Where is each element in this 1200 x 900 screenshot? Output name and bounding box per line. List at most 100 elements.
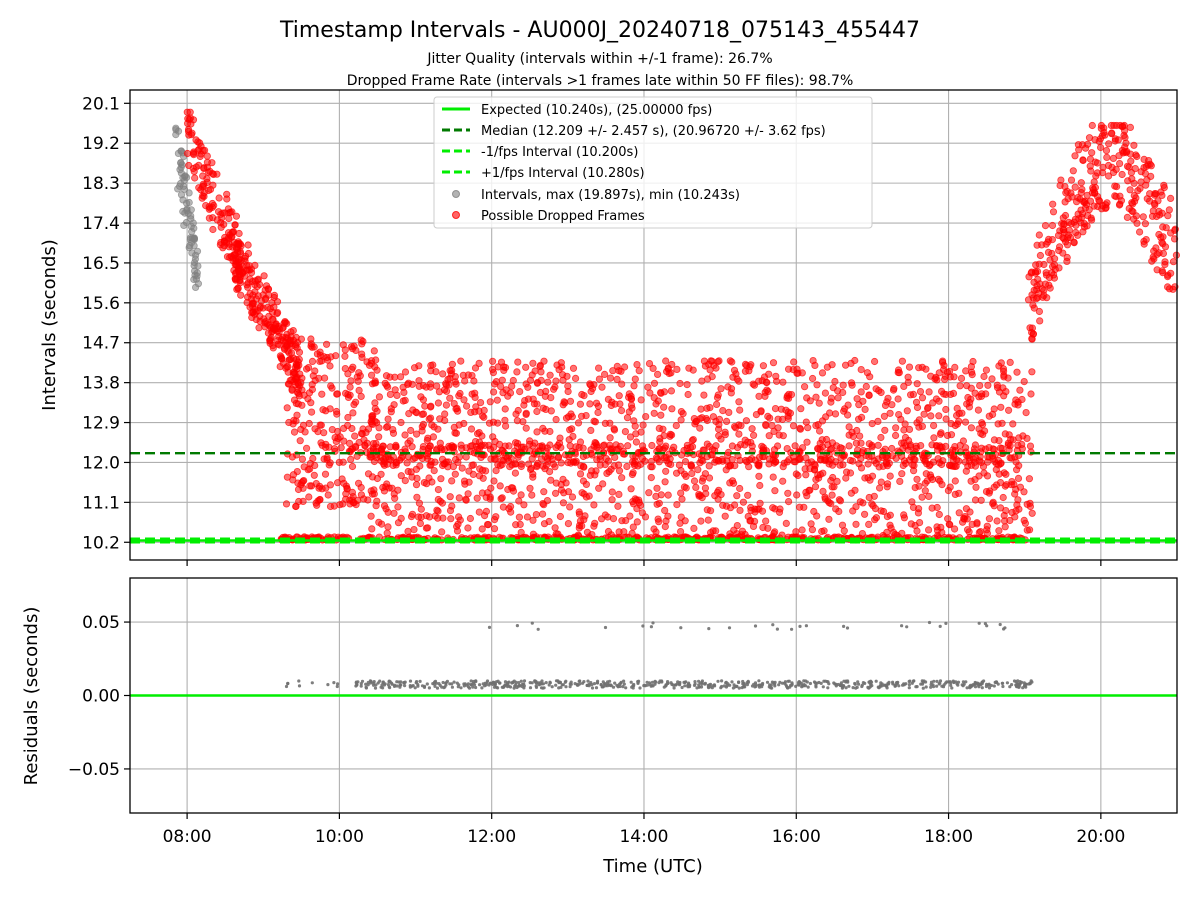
interval-point	[726, 357, 734, 365]
interval-point	[283, 404, 291, 412]
intervals-y-axis-label: Intervals (seconds)	[39, 239, 60, 411]
interval-point	[384, 415, 392, 423]
interval-point	[625, 408, 633, 416]
interval-point	[1043, 294, 1051, 302]
interval-point	[875, 484, 884, 492]
interval-point	[1130, 141, 1138, 149]
interval-point	[358, 340, 366, 348]
interval-point	[415, 499, 423, 507]
interval-point	[913, 380, 921, 388]
interval-point	[538, 510, 547, 518]
interval-point	[344, 370, 352, 378]
residual-point	[727, 626, 732, 630]
residual-point	[672, 686, 676, 690]
interval-point	[975, 425, 983, 433]
interval-point	[578, 522, 586, 530]
residual-point	[804, 679, 808, 683]
interval-point	[445, 381, 453, 389]
residual-point	[914, 685, 918, 689]
interval-point	[683, 444, 691, 453]
interval-point	[361, 442, 369, 450]
interval-point	[576, 470, 585, 478]
interval-point	[255, 324, 263, 332]
interval-point	[542, 387, 550, 395]
residual-point	[857, 682, 861, 686]
interval-point	[496, 461, 504, 470]
residual-point	[935, 684, 939, 688]
residual-point	[770, 686, 774, 690]
residual-point	[978, 682, 982, 686]
interval-point	[595, 375, 604, 383]
interval-point	[969, 357, 977, 366]
interval-point	[1027, 269, 1035, 277]
interval-point	[408, 473, 416, 481]
interval-point	[483, 520, 492, 529]
interval-point	[581, 512, 589, 520]
interval-point	[1083, 191, 1091, 199]
interval-point	[288, 376, 296, 384]
interval-point	[659, 446, 667, 454]
interval-point	[606, 441, 614, 449]
interval-point	[357, 491, 365, 499]
interval-point	[544, 378, 552, 386]
interval-point	[828, 491, 836, 499]
interval-point	[881, 401, 890, 409]
interval-point	[556, 512, 565, 521]
interval-point	[460, 396, 468, 404]
interval-point	[818, 436, 826, 444]
residual-point	[854, 686, 858, 690]
interval-point	[386, 373, 394, 381]
interval-point	[1000, 517, 1009, 525]
interval-point	[993, 384, 1002, 392]
interval-point	[762, 517, 770, 525]
interval-point	[820, 527, 828, 535]
interval-point	[298, 455, 306, 463]
residual-point	[462, 682, 466, 686]
interval-point	[947, 419, 955, 428]
interval-point	[1059, 249, 1067, 257]
interval-point	[229, 228, 237, 236]
interval-point	[292, 502, 300, 511]
interval-point	[394, 503, 402, 511]
interval-point	[1111, 192, 1119, 200]
interval-point	[452, 429, 460, 437]
interval-point	[300, 463, 308, 471]
interval-point	[648, 441, 656, 450]
interval-point	[206, 185, 215, 193]
interval-point	[631, 422, 639, 430]
interval-point	[489, 433, 497, 441]
residual-point	[938, 681, 942, 685]
interval-point	[749, 522, 758, 531]
interval-point	[441, 410, 449, 418]
interval-point	[914, 505, 923, 513]
interval-point	[404, 467, 412, 476]
interval-point	[529, 442, 537, 450]
interval-point	[408, 443, 416, 451]
residual-point	[948, 680, 952, 684]
residual-point	[950, 686, 954, 690]
residual-point	[897, 684, 901, 688]
interval-point	[857, 388, 865, 396]
interval-point	[322, 340, 331, 348]
interval-point	[1050, 271, 1058, 279]
interval-point	[666, 455, 674, 463]
interval-point	[234, 285, 242, 293]
interval-point	[311, 367, 319, 375]
interval-point	[363, 358, 371, 366]
interval-point	[604, 527, 613, 536]
residual-point	[554, 683, 558, 687]
interval-point	[217, 238, 225, 247]
interval-point	[790, 358, 798, 366]
interval-point	[984, 381, 992, 389]
interval-point	[870, 492, 878, 500]
interval-point	[539, 462, 547, 470]
y-tick-label: 0.05	[82, 613, 120, 633]
interval-point	[1063, 257, 1071, 265]
interval-point	[339, 500, 347, 508]
interval-point	[929, 421, 938, 430]
interval-point	[1048, 221, 1057, 230]
interval-point	[1026, 442, 1035, 450]
interval-point	[618, 380, 626, 388]
interval-point	[1145, 157, 1153, 165]
interval-point	[644, 383, 652, 391]
